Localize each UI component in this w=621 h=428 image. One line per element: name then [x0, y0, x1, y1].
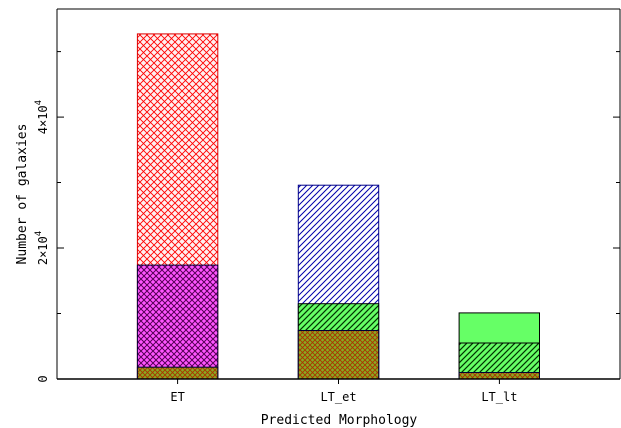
bar-lt_et-series-6	[297, 330, 380, 380]
x-tick-label-lt_et: LT_et	[320, 390, 356, 404]
x-axis-ticks: ET LT_et LT_lt	[170, 379, 517, 404]
bar-et-series-4	[136, 264, 219, 380]
y-tick-label: 2×104	[34, 231, 50, 265]
x-tick-label-et: ET	[170, 390, 184, 404]
bar-et-series-6	[136, 366, 219, 380]
x-tick-label-lt_lt: LT_lt	[481, 390, 517, 404]
y-axis-title: Number of galaxies	[15, 124, 30, 265]
bars-layer	[136, 33, 541, 380]
y-tick-label: 4×104	[34, 100, 50, 134]
y-axis-ticks: 0 2×104 4×104	[34, 51, 620, 383]
y-tick-label: 0	[36, 375, 50, 382]
x-axis-title: Predicted Morphology	[261, 413, 418, 428]
bar-lt_lt-series-6	[458, 372, 541, 380]
